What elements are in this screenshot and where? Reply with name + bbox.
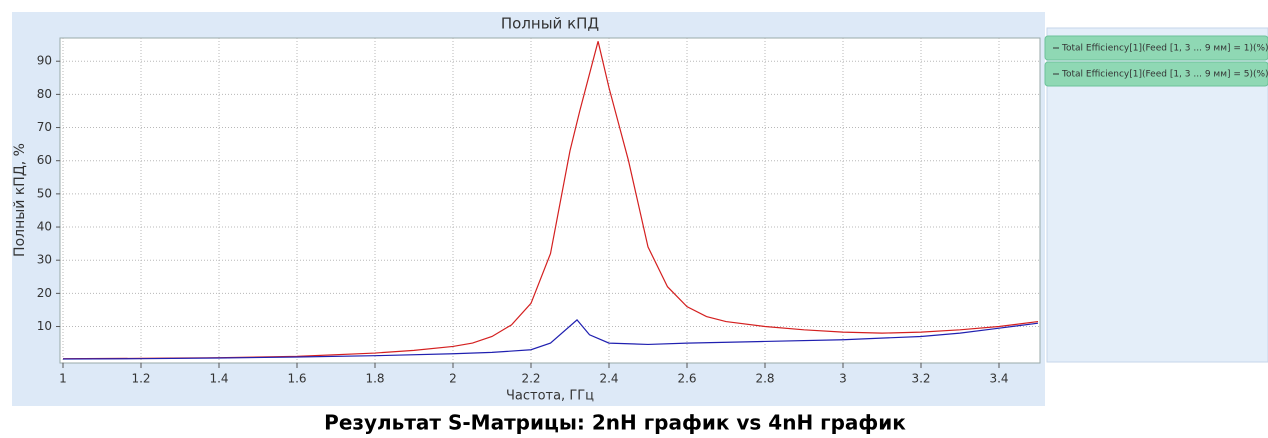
legend-label: Total Efficiency[1](Feed [1, 3 ... 9 мм]… [1061, 44, 1268, 54]
legend-item [1044, 61, 1268, 87]
x-tick-label: 1 [59, 372, 67, 386]
x-tick-label: 1.2 [131, 372, 150, 386]
y-axis-label: Полный кПД, % [12, 143, 28, 257]
data-line [62, 319, 1039, 360]
x-tick-label: 3.4 [989, 372, 1008, 386]
y-tick-label: 20 [37, 286, 52, 300]
data-line [62, 41, 1039, 360]
x-tick-label: 2.6 [677, 372, 696, 386]
x-tick-label: 2.8 [755, 372, 774, 386]
x-tick-label: 1.8 [365, 372, 384, 386]
x-tick-label: 2 [449, 372, 457, 386]
y-tick-label: 10 [37, 319, 52, 333]
x-tick-label: 1.4 [209, 372, 228, 386]
plot-area [59, 37, 1041, 364]
y-tick-label: 30 [37, 253, 52, 267]
x-tick-label: 3.2 [911, 372, 930, 386]
caption: Результат S-Матрицы: 2nH график vs 4nH г… [324, 411, 906, 435]
x-axis-label: Частота, ГГц [506, 389, 594, 404]
x-tick-label: 3 [839, 372, 847, 386]
y-tick-label: 50 [37, 186, 52, 200]
y-tick-label: 90 [37, 54, 52, 68]
x-tick-label: 2.4 [599, 372, 618, 386]
legend-item [1044, 35, 1268, 61]
y-tick-label: 60 [37, 153, 52, 167]
chart-title: Полный кПД [501, 15, 599, 33]
x-tick-label: 2.2 [521, 372, 540, 386]
y-tick-label: 80 [37, 87, 52, 101]
x-tick-label: 1.6 [287, 372, 306, 386]
y-tick-label: 70 [37, 120, 52, 134]
legend-label: Total Efficiency[1](Feed [1, 3 ... 9 мм]… [1061, 70, 1268, 80]
y-tick-label: 40 [37, 220, 52, 234]
